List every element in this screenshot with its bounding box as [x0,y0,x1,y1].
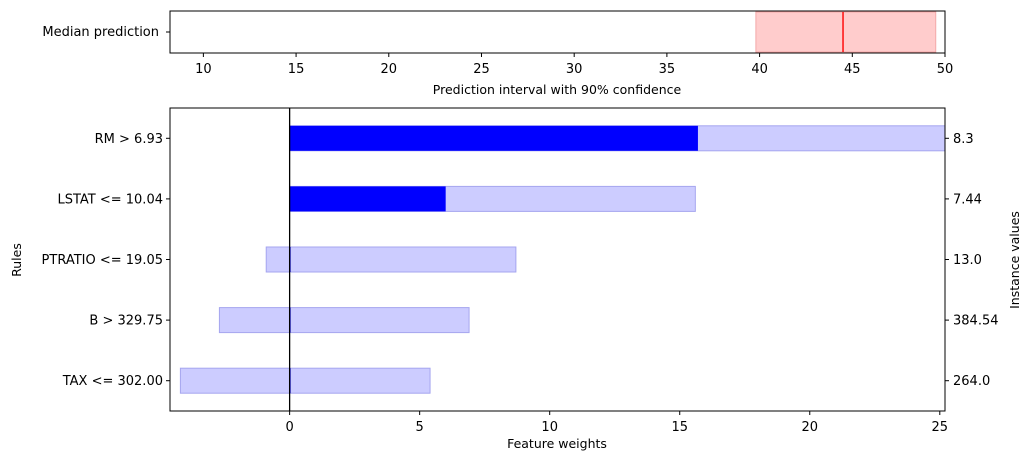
rule-label: LSTAT <= 10.04 [57,192,163,207]
instance-value-label: 264.0 [953,374,990,389]
top-x-tick-label: 20 [381,62,398,77]
top-x-tick-label: 40 [751,62,768,77]
top-x-tick-label: 10 [195,62,212,77]
top-x-tick-label: 35 [659,62,676,77]
instance-value-label: 384.54 [953,314,999,329]
bottom-x-axis-label: Feature weights [507,436,607,451]
prediction-interval-band [755,11,937,53]
rule-label: PTRATIO <= 19.05 [42,253,163,268]
top-y-label: Median prediction [42,25,159,40]
rule-label: B > 329.75 [89,314,163,329]
instance-values-axis-label: Instance values [1007,211,1022,309]
uncertainty-interval-bar [179,367,431,394]
top-x-tick-label: 45 [844,62,861,77]
top-x-tick-label: 25 [473,62,490,77]
top-x-tick-label: 30 [566,62,583,77]
uncertainty-interval-bar [218,307,470,334]
uncertainty-interval-bar [265,246,517,273]
feature-weight-bar [289,186,446,212]
instance-value-label: 7.44 [953,192,982,207]
bottom-x-axis: 0 5 10 15 20 25 [285,411,948,435]
rule-label: TAX <= 302.00 [62,374,163,389]
instance-value-label: 8.3 [953,132,974,147]
instance-values-axis: 8.3 7.44 13.0 384.54 264.0 [945,132,999,389]
top-x-axis-label: Prediction interval with 90% confidence [433,82,682,97]
bottom-x-tick-label: 5 [416,420,424,435]
bottom-x-tick-label: 15 [671,420,688,435]
bottom-x-tick-label: 20 [801,420,818,435]
feature-weight-bar [289,125,698,151]
top-x-tick-label: 50 [937,62,954,77]
rule-label: RM > 6.93 [95,132,163,147]
top-x-axis: 10 15 20 25 30 35 40 45 50 [166,31,954,77]
feature-weights-panel: 0 5 10 15 20 25 RM > 6.93 LSTAT <= 10.04 PTRATI… [9,107,1022,451]
bottom-x-tick-label: 25 [932,420,949,435]
rules-axis-label: Rules [9,243,24,277]
interval-layer [755,11,937,53]
rules-axis: RM > 6.93 LSTAT <= 10.04 PTRATIO <= 19.05 B… [42,132,170,389]
median-prediction-panel: 10 15 20 25 30 35 40 45 50 Median prediction Pre… [42,10,954,97]
bars-layer [179,125,946,394]
bottom-x-tick-label: 10 [541,420,558,435]
bottom-x-tick-label: 0 [285,420,293,435]
top-x-tick-label: 15 [288,62,305,77]
instance-value-label: 13.0 [953,253,982,268]
